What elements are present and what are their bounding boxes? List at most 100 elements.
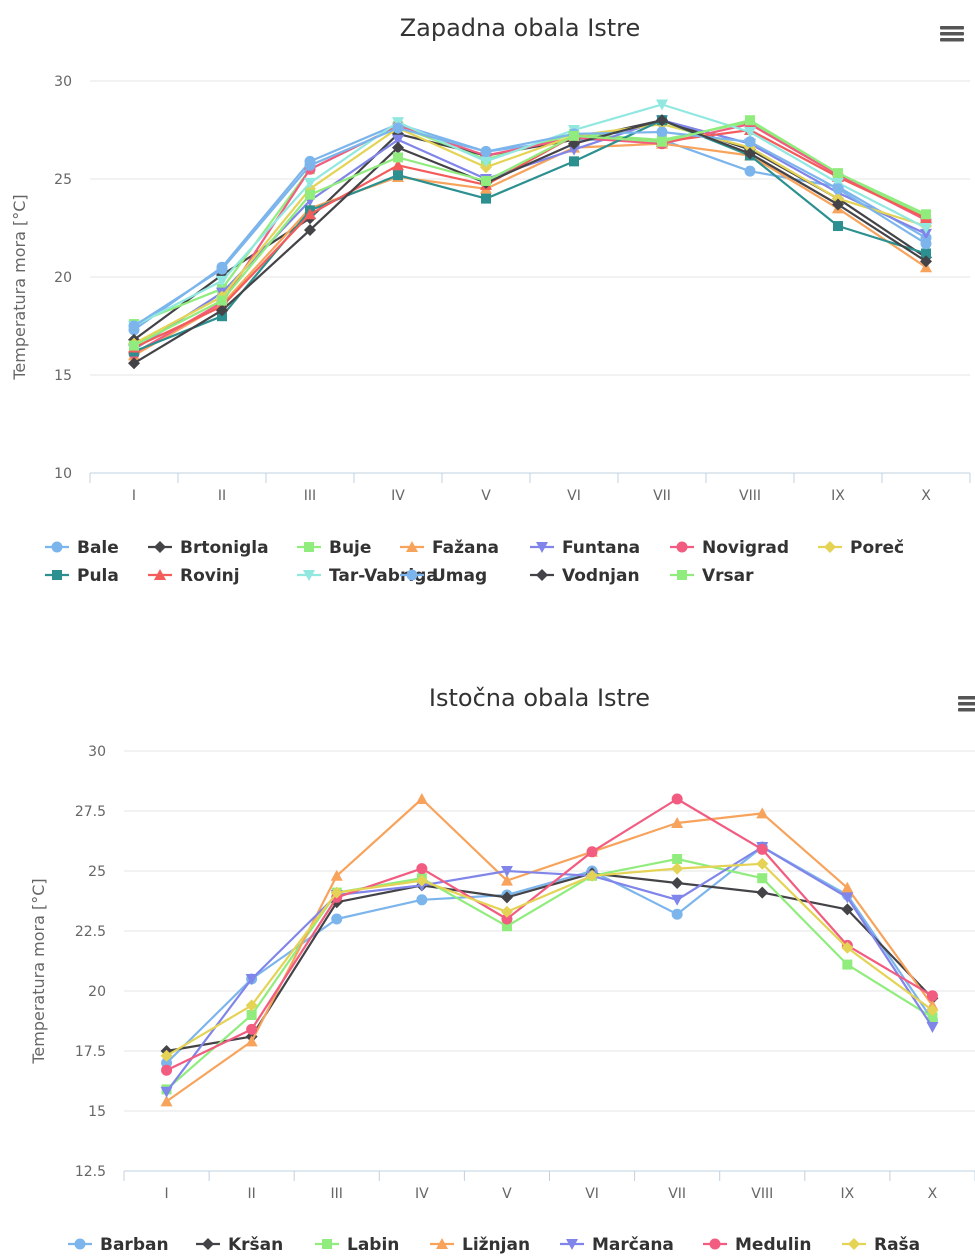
east-point-rasa[interactable] bbox=[586, 869, 599, 882]
east-legend-item-marcana[interactable]: Marčana bbox=[560, 1235, 674, 1255]
west-point-umag[interactable] bbox=[128, 320, 140, 332]
east-point-medulin[interactable] bbox=[416, 863, 428, 875]
west-legend-item-vrsar[interactable]: Vrsar bbox=[670, 566, 754, 586]
east-point-medulin[interactable] bbox=[501, 913, 513, 925]
west-point-tar-vabriga[interactable] bbox=[656, 99, 668, 111]
west-point-vrsar[interactable] bbox=[217, 295, 227, 306]
east-legend-item-liznjan[interactable]: Ližnjan bbox=[430, 1235, 530, 1255]
west-legend-item-porec[interactable]: Poreč bbox=[818, 538, 904, 558]
west-point-umag[interactable] bbox=[920, 238, 932, 250]
west-point-umag[interactable] bbox=[216, 263, 228, 275]
west-point-umag[interactable] bbox=[392, 122, 404, 134]
west-point-vrsar[interactable] bbox=[833, 168, 843, 179]
west-point-rovinj[interactable] bbox=[392, 159, 404, 171]
east-point-liznjan[interactable] bbox=[415, 793, 428, 804]
east-point-medulin[interactable] bbox=[671, 793, 683, 805]
east-point-rasa[interactable] bbox=[160, 1049, 173, 1062]
east-point-medulin[interactable] bbox=[756, 843, 768, 855]
west-legend-symbol[interactable] bbox=[51, 541, 63, 553]
west-point-vodnjan[interactable] bbox=[656, 114, 668, 127]
east-legend-symbol[interactable] bbox=[436, 1238, 448, 1249]
east-point-liznjan[interactable] bbox=[500, 874, 513, 886]
west-point-funtana[interactable] bbox=[568, 144, 580, 156]
east-point-liznjan[interactable] bbox=[160, 1095, 173, 1107]
east-point-medulin[interactable] bbox=[586, 846, 598, 858]
west-point-umag[interactable] bbox=[304, 159, 316, 171]
west-legend-symbol[interactable] bbox=[304, 542, 314, 552]
west-point-vrsar[interactable] bbox=[921, 209, 931, 220]
west-series-line-fazana[interactable] bbox=[133, 142, 927, 357]
east-point-marcana[interactable] bbox=[500, 866, 513, 877]
west-legend-symbol[interactable] bbox=[536, 542, 548, 553]
west-series-umag[interactable] bbox=[128, 122, 932, 332]
west-point-vodnjan[interactable] bbox=[920, 255, 932, 268]
east-point-rasa[interactable] bbox=[926, 1004, 939, 1017]
west-legend-symbol[interactable] bbox=[52, 570, 62, 580]
west-legend-symbol[interactable] bbox=[303, 570, 315, 581]
east-point-labin[interactable] bbox=[501, 921, 512, 932]
west-point-umag[interactable] bbox=[656, 126, 668, 138]
west-series-buje[interactable] bbox=[129, 117, 931, 330]
east-legend-symbol[interactable] bbox=[566, 1239, 578, 1250]
west-legend-item-funtana[interactable]: Funtana bbox=[530, 538, 640, 558]
west-point-pula[interactable] bbox=[569, 156, 579, 167]
west-series-line-vodnjan[interactable] bbox=[133, 119, 927, 365]
west-point-bale[interactable] bbox=[744, 165, 756, 177]
east-legend-item-barban[interactable]: Barban bbox=[68, 1235, 169, 1255]
east-point-krsan[interactable] bbox=[671, 877, 684, 889]
east-point-medulin[interactable] bbox=[926, 990, 938, 1002]
west-legend-symbol[interactable] bbox=[676, 541, 688, 553]
east-point-liznjan[interactable] bbox=[841, 881, 854, 893]
west-series-brtonigla[interactable] bbox=[128, 114, 932, 346]
east-point-rasa[interactable] bbox=[330, 886, 343, 899]
east-point-labin[interactable] bbox=[927, 1012, 938, 1023]
west-legend-symbol[interactable] bbox=[677, 570, 687, 580]
west-point-vodnjan[interactable] bbox=[216, 304, 228, 317]
west-point-vrsar[interactable] bbox=[129, 340, 139, 351]
west-point-pula[interactable] bbox=[393, 170, 403, 181]
west-legend-symbol[interactable] bbox=[536, 569, 548, 581]
west-legend-symbol[interactable] bbox=[406, 569, 418, 581]
west-point-vodnjan[interactable] bbox=[392, 141, 404, 154]
east-point-medulin[interactable] bbox=[161, 1064, 173, 1076]
east-series-line-marcana[interactable] bbox=[165, 845, 934, 1093]
west-legend-item-pula[interactable]: Pula bbox=[45, 566, 119, 586]
east-point-barban[interactable] bbox=[416, 894, 428, 906]
west-point-vrsar[interactable] bbox=[305, 189, 315, 200]
west-point-vodnjan[interactable] bbox=[832, 198, 844, 211]
west-legend-symbol[interactable] bbox=[406, 541, 418, 552]
west-series-tar-vabriga[interactable] bbox=[128, 99, 932, 332]
east-point-rasa[interactable] bbox=[671, 862, 684, 875]
east-legend-symbol[interactable] bbox=[202, 1238, 214, 1250]
east-point-labin[interactable] bbox=[842, 959, 853, 970]
east-legend-item-medulin[interactable]: Medulin bbox=[703, 1235, 811, 1255]
west-point-tar-vabriga[interactable] bbox=[920, 223, 932, 234]
west-legend-item-bale[interactable]: Bale bbox=[45, 538, 119, 558]
west-point-vrsar[interactable] bbox=[657, 136, 667, 147]
east-point-liznjan[interactable] bbox=[330, 869, 343, 881]
west-legend-item-rovinj[interactable]: Rovinj bbox=[148, 566, 240, 586]
east-point-rasa[interactable] bbox=[756, 857, 769, 870]
east-series-line-medulin[interactable] bbox=[166, 797, 933, 1072]
east-point-rasa[interactable] bbox=[245, 999, 258, 1012]
west-series-vrsar[interactable] bbox=[129, 115, 931, 351]
east-legend-symbol[interactable] bbox=[848, 1238, 860, 1250]
east-point-marcana[interactable] bbox=[245, 974, 258, 985]
west-series-line-pula[interactable] bbox=[133, 119, 927, 353]
east-point-rasa[interactable] bbox=[841, 941, 854, 954]
west-menu-icon[interactable] bbox=[940, 26, 964, 42]
west-series-line-vrsar[interactable] bbox=[133, 119, 927, 347]
east-point-krsan[interactable] bbox=[756, 886, 769, 899]
west-point-vodnjan[interactable] bbox=[304, 223, 316, 236]
west-series-line-rovinj[interactable] bbox=[133, 128, 927, 349]
east-point-marcana[interactable] bbox=[841, 892, 854, 904]
east-point-rasa[interactable] bbox=[500, 905, 513, 918]
east-series-labin[interactable] bbox=[161, 854, 938, 1095]
west-point-tar-vabriga[interactable] bbox=[480, 156, 492, 168]
east-point-liznjan[interactable] bbox=[245, 1035, 258, 1047]
west-legend-symbol[interactable] bbox=[824, 541, 836, 553]
east-point-marcana[interactable] bbox=[926, 1022, 939, 1033]
east-legend-symbol[interactable] bbox=[322, 1239, 332, 1249]
west-legend-symbol[interactable] bbox=[154, 569, 166, 580]
east-series-line-liznjan[interactable] bbox=[165, 797, 934, 1103]
